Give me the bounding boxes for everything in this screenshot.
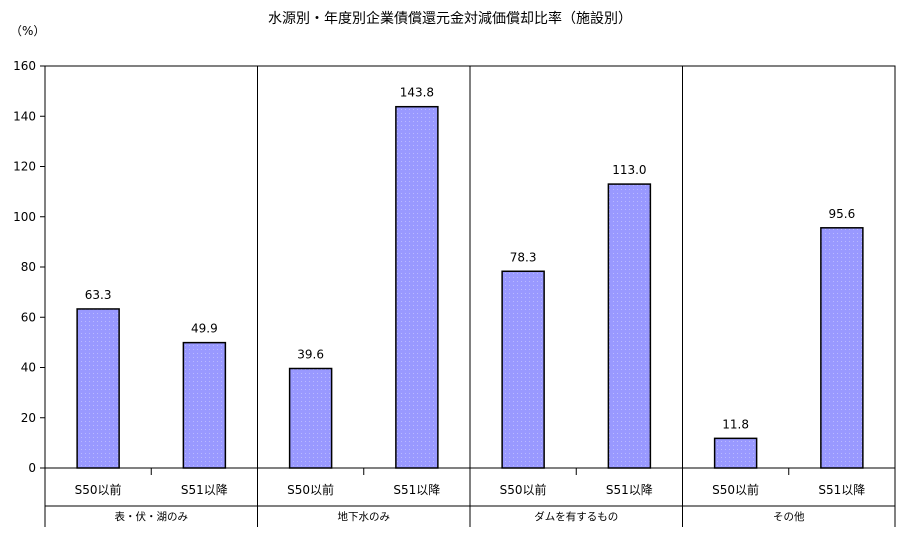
category-label: S50以前 [75,482,122,497]
y-tick-label: 100 [13,210,36,224]
group-label: その他 [773,510,805,523]
data-label: 78.3 [510,250,537,264]
y-tick-label: 160 [13,59,36,73]
category-label: S51以降 [181,483,228,497]
bar [820,227,864,469]
category-label: S50以前 [712,482,759,497]
bar [713,437,758,469]
group-label: 表・伏・湖のみ [115,510,189,523]
y-tick-label: 40 [21,361,36,375]
y-tick-label: 60 [21,310,36,324]
bar [607,183,652,469]
data-label: 95.6 [829,207,856,221]
category-label: S50以前 [500,482,547,497]
group-label: ダムを有するもの [534,510,618,523]
y-tick-label: 20 [21,411,36,425]
y-tick-label: 80 [21,260,36,274]
bar [76,308,120,469]
data-label: 49.9 [191,322,218,336]
plot-area: 0 20 40 60 80 100 120 140 160 63.3 S50以前 49.9 S51以降表… [13,59,896,527]
y-axis-label: （%） [10,24,45,38]
data-label: 143.8 [400,86,434,100]
category-label: S51以降 [818,483,865,497]
bar [182,341,227,469]
category-label: S51以降 [606,483,653,497]
y-tick-label: 120 [13,160,36,174]
data-label: 63.3 [85,288,112,302]
y-tick-label: 140 [13,109,36,123]
y-tick-label: 0 [28,461,36,475]
data-label: 113.0 [612,163,646,177]
bar [288,367,333,469]
bar [395,105,439,469]
category-label: S50以前 [287,482,334,497]
chart-title: 水源別・年度別企業債償還元金対減価償却比率（施設別） [268,10,632,27]
category-label: S51以降 [393,483,440,497]
bar [501,270,545,469]
data-label: 11.8 [722,417,749,431]
data-label: 39.6 [297,348,324,362]
group-label: 地下水のみ [338,510,391,523]
